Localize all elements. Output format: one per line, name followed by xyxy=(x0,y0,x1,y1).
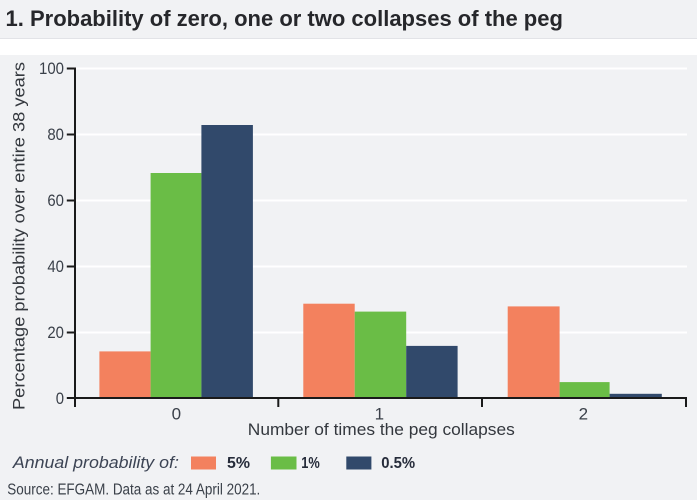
svg-text:20: 20 xyxy=(47,323,64,342)
svg-text:100: 100 xyxy=(39,59,64,78)
svg-text:0: 0 xyxy=(56,389,64,408)
svg-text:0: 0 xyxy=(172,405,181,424)
svg-text:2: 2 xyxy=(579,405,588,424)
svg-text:0.5%: 0.5% xyxy=(381,455,415,472)
svg-text:Percentage probability over en: Percentage probability over entire 38 ye… xyxy=(11,62,29,410)
svg-text:80: 80 xyxy=(47,125,64,144)
svg-text:1%: 1% xyxy=(301,455,320,472)
svg-text:60: 60 xyxy=(47,191,64,210)
svg-text:1: 1 xyxy=(375,405,384,424)
svg-text:Annual probability of:: Annual probability of: xyxy=(12,454,179,472)
svg-text:Source: EFGAM. Data as at 24 A: Source: EFGAM. Data as at 24 April 2021. xyxy=(7,481,260,498)
svg-text:40: 40 xyxy=(47,257,64,276)
svg-text:5%: 5% xyxy=(227,455,250,472)
svg-text:Number of times the peg collap: Number of times the peg collapses xyxy=(248,421,515,439)
